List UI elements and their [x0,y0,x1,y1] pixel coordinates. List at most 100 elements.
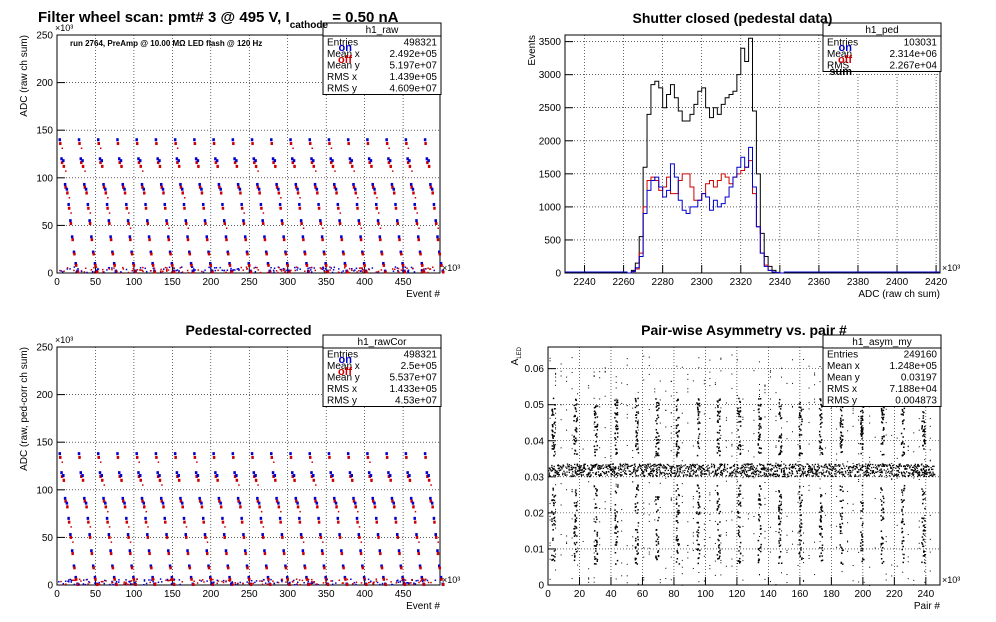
point-sparse [803,532,805,534]
point-spike [676,452,678,455]
point-on [404,138,408,142]
point-band [720,471,722,473]
point-baseline [337,271,340,273]
x-tick-label: 150 [164,277,181,288]
point-band [694,474,697,476]
point-band [658,469,660,471]
point-band [659,472,661,474]
point-off [413,206,417,210]
point-band [917,472,919,475]
point-band [816,475,819,477]
point-on [79,157,83,161]
point-on [352,182,355,186]
point-baseline [370,580,372,582]
point-spike [635,400,637,403]
point-band [765,475,767,477]
point-on [177,159,180,163]
point-sparse [549,519,551,521]
point-baseline [139,269,142,271]
point-band [628,470,630,472]
point-on [194,471,198,475]
point-off [387,474,391,478]
point-baseline [403,581,406,584]
point-sparse [747,513,749,515]
point-spike [861,493,864,496]
point-band [865,463,867,465]
point-sparse [692,567,694,569]
point-on [170,575,174,579]
point-on [354,501,357,505]
point-spike [840,526,842,528]
point-band [729,475,731,477]
point-spike [657,536,660,538]
point-baseline [193,580,195,582]
point-sparse [648,520,650,522]
point-band [721,472,724,475]
point-band [700,465,702,468]
point-off [181,191,184,195]
point-band [724,466,726,468]
point-baseline [224,271,227,274]
point-band [645,468,647,470]
point-band [843,465,845,467]
point-on [434,219,437,223]
point-off [323,566,326,570]
point-spike [716,507,719,510]
point-band [826,467,828,469]
point-spike [799,447,802,450]
point-band [763,464,765,467]
point-on [367,157,371,161]
point-spike [860,420,862,422]
point-baseline [407,270,409,273]
point-baseline [231,581,233,583]
point-sparse [615,477,617,479]
point-band [708,474,710,476]
point-band [693,472,695,475]
point-band [551,469,554,472]
point-spike [553,559,556,562]
point-sparse [571,434,573,436]
y-tick-label: 0 [555,269,561,280]
point-spike [821,536,824,538]
point-sparse [599,406,601,408]
point-off [380,566,384,570]
point-sparse [577,550,579,552]
point-off [312,164,316,168]
point-spike [719,429,721,432]
point-band [865,467,867,469]
point-spike [757,548,760,550]
point-band [695,471,697,473]
point-sparse [615,376,617,378]
point-band [667,475,669,478]
point-sparse [555,484,557,486]
point-spike [551,554,553,557]
point-sparse [549,360,551,362]
point-spike [573,502,576,504]
point-sparse [907,534,909,536]
point-spike [656,418,658,420]
point-spike [575,489,577,491]
point-band [614,467,616,469]
point-baseline [342,582,345,584]
point-band [820,471,822,474]
point-baseline [202,271,205,273]
point-sparse [803,551,805,553]
point-band [788,475,790,477]
point-off [289,142,293,146]
point-spike [758,418,761,420]
point-band [823,465,826,467]
point-sparse [615,387,617,389]
point-band [771,468,773,470]
point-spike [882,426,885,429]
point-baseline [392,270,395,272]
point-off [391,185,394,189]
point-spike [841,451,844,453]
point-spike [697,409,699,411]
point-spike [718,443,720,445]
point-on [313,496,317,500]
point-spike [778,413,781,415]
point-spike [800,534,802,537]
point-sparse [555,521,557,523]
point-band [549,475,551,477]
point-sparse [670,395,672,397]
